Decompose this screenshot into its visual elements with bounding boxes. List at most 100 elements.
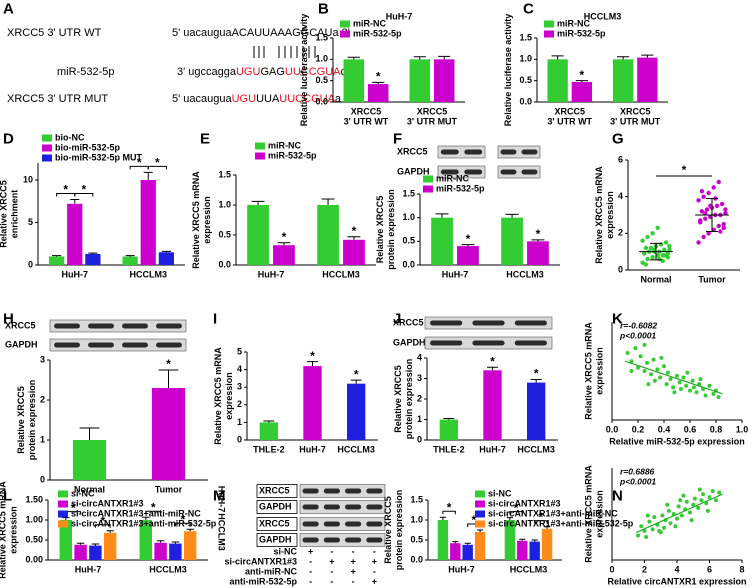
data-point <box>675 373 679 378</box>
blot-label: XRCC5 <box>393 317 424 327</box>
significance: * <box>137 156 142 170</box>
fit-line <box>624 360 723 395</box>
error-bar <box>156 540 165 543</box>
label-cell <box>256 517 298 531</box>
bar <box>637 57 658 102</box>
x-tick-label: 3' UTR MUT <box>407 116 458 126</box>
data-point <box>664 382 669 387</box>
error-bar <box>88 252 98 254</box>
x-tick-label: HCCLM3 <box>130 269 168 279</box>
sequence-segment: 5' uacauguaACAUUAAAGGCAUa 3' <box>172 27 350 39</box>
blot-box <box>437 165 486 179</box>
data-point <box>689 518 694 523</box>
bar <box>541 528 553 560</box>
significance: * <box>310 349 315 363</box>
data-point <box>662 253 667 258</box>
error-bar <box>506 517 514 520</box>
blot-band <box>521 149 538 155</box>
panel-letter: D <box>3 130 14 147</box>
blot-box <box>299 484 386 498</box>
data-point <box>703 393 708 398</box>
y-axis-label: Relative XRCC5 mRNA <box>191 171 201 269</box>
error-bar <box>350 379 362 384</box>
pairing-lines <box>253 46 316 58</box>
data-point <box>649 372 653 377</box>
error-bar <box>171 541 180 544</box>
y-axis-label: Relative XRCC5 mRNA <box>213 347 223 445</box>
significance: * <box>352 224 357 238</box>
blot-box <box>49 319 187 333</box>
y-tick-label: 4 <box>618 191 623 201</box>
data-point <box>691 385 696 390</box>
blot-band <box>323 504 340 510</box>
blot-label: XRCC5 <box>259 518 290 528</box>
error-bar <box>307 361 318 367</box>
blot-group: HuH-7 <box>217 486 227 513</box>
data-point <box>704 207 710 212</box>
data-point <box>699 188 705 194</box>
y-tick-label: 0.0 <box>218 259 231 269</box>
data-point <box>716 395 721 400</box>
blot-band <box>366 488 383 494</box>
x-tick-label: XRCC5 <box>554 106 585 116</box>
data-point <box>665 251 670 256</box>
treatment-sign: - <box>352 576 355 586</box>
legend-swatch <box>423 185 433 193</box>
treatment-sign: + <box>350 566 355 576</box>
error-bar <box>531 539 538 542</box>
blot-band <box>54 342 80 348</box>
x-tick-label: HCCLM3 <box>510 564 548 574</box>
data-point <box>681 375 686 380</box>
bar <box>612 59 634 102</box>
data-point <box>696 198 701 203</box>
bar <box>343 59 365 102</box>
blot-band <box>88 323 114 329</box>
data-point <box>638 354 643 359</box>
treatment-name: anti-miR-532-5p <box>229 576 297 586</box>
y-tick-label: 1.00 <box>25 514 43 524</box>
data-point <box>701 194 706 199</box>
x-tick-label: XRCC5 <box>417 106 448 116</box>
error-bar <box>347 56 360 60</box>
blot-box <box>299 517 386 531</box>
y-tick-label: 0.50 <box>25 534 43 544</box>
panel-letter: L <box>3 487 12 504</box>
data-point <box>691 502 696 507</box>
panel-letter: M <box>213 487 226 504</box>
blot-band <box>500 149 517 155</box>
error-bar <box>106 530 114 533</box>
data-point <box>655 367 660 372</box>
data-point <box>696 505 701 510</box>
x-tick-label: 8 <box>739 564 744 574</box>
data-point <box>658 242 664 247</box>
bar <box>529 541 540 560</box>
blot-box <box>497 165 541 179</box>
y-axis-label: Relative XRCC5 <box>383 496 393 564</box>
y-axis-label: Relative luciferase activity <box>299 14 309 127</box>
y-tick-label: 4 <box>237 364 242 374</box>
blot-band <box>366 504 383 510</box>
x-tick-label: 0.8 <box>710 424 723 434</box>
bracket <box>145 510 162 515</box>
data-point <box>636 365 640 370</box>
blot-band <box>302 521 319 527</box>
error-bar <box>263 420 275 423</box>
y-axis-label: Relative XRCC5 <box>393 365 403 433</box>
y-tick-label: 0 <box>28 259 33 269</box>
data-point <box>721 221 726 227</box>
legend-swatch <box>544 30 554 38</box>
treatment-name: si-circANTXR1#3 <box>224 556 297 566</box>
legend-swatch <box>58 510 68 518</box>
bar <box>247 205 269 265</box>
bar <box>183 531 197 560</box>
legend-swatch <box>423 175 433 183</box>
sequence-segment: UGU <box>232 93 257 105</box>
x-tick-label: 6 <box>707 564 712 574</box>
y-tick-label: 1.0 <box>218 199 231 209</box>
data-point <box>650 254 655 260</box>
data-point <box>645 513 650 518</box>
data-point <box>662 364 666 369</box>
data-point <box>707 383 712 388</box>
legend-label: si-NC <box>71 488 95 498</box>
bar <box>462 544 473 560</box>
